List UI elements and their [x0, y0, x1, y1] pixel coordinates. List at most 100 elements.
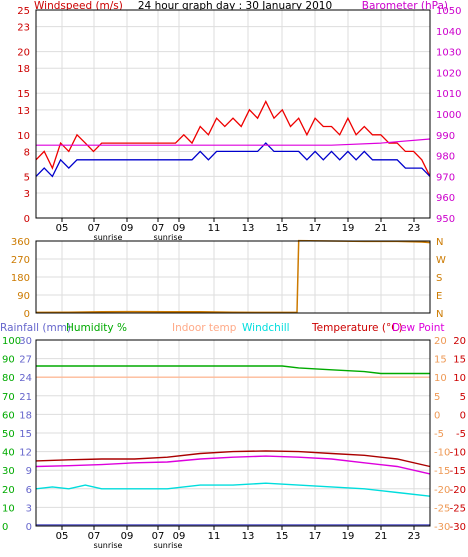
- panel3-indoor-label-4: -10: [434, 448, 450, 459]
- panel3-xtick-label-3: 07: [152, 531, 165, 542]
- panel3-header-1: Humidity %: [66, 322, 127, 334]
- panel1-border: [35, 9, 431, 219]
- panel3-sunrise-label-0: sunrise: [94, 541, 123, 550]
- panel1-xtick-label-4: 09: [173, 223, 186, 234]
- panel3-humidity-label-10: 100: [2, 336, 21, 347]
- panel1-xtick-label-6: 13: [242, 223, 255, 234]
- panel3-rain-label-10: 30: [19, 336, 32, 347]
- panel1-xtick-label-0: 05: [56, 223, 69, 234]
- panel1-xtick-label-2: 09: [121, 223, 134, 234]
- panel3-xtick-label-5: 11: [208, 531, 221, 542]
- panel2-yright-label-1: E: [436, 291, 442, 302]
- panel3-series-2: [35, 450, 431, 468]
- panel3-temp-label-2: -20: [450, 485, 466, 496]
- panel3-indoor-label-3: -15: [434, 466, 450, 477]
- panel3-humidity-label-2: 20: [2, 485, 15, 496]
- panel3-header-3: Windchill: [242, 322, 290, 334]
- panel3-indoor-label-9: 15: [434, 355, 447, 366]
- panel3-xtick-label-10: 21: [375, 531, 388, 542]
- panel1-yleft-label-3: 8: [24, 147, 30, 158]
- panel3-humidity-label-1: 10: [2, 503, 15, 514]
- panel3-indoor-label-8: 10: [434, 373, 447, 384]
- panel3-indoor-label-2: -20: [434, 485, 450, 496]
- panel3-humidity-label-0: 0: [2, 522, 8, 533]
- panel2-yleft-label-1: 90: [17, 291, 30, 302]
- panel3-temp-label-4: -10: [450, 448, 466, 459]
- panel1-header-right: Barometer (hPa): [362, 0, 448, 12]
- panel3-temp-label-10: 20: [453, 336, 466, 347]
- panel3-humidity-label-9: 90: [2, 355, 15, 366]
- panel1-yleft-label-8: 20: [17, 48, 30, 59]
- panel3-temp-label-5: -5: [456, 429, 466, 440]
- panel3-header-2: Indoor temp: [172, 322, 237, 334]
- panel3-humidity-label-4: 40: [2, 448, 15, 459]
- panel1-yright-label-0: 950: [436, 214, 455, 225]
- panel3-xtick-label-4: 09: [173, 531, 186, 542]
- panel1-xtick-label-5: 11: [208, 223, 221, 234]
- panel2-border: [35, 240, 431, 314]
- panel3-temp-label-7: 5: [460, 392, 466, 403]
- panel2-yleft-label-3: 270: [11, 255, 30, 266]
- panel1-yright-label-7: 1020: [436, 68, 461, 79]
- panel1-xtick-label-8: 17: [309, 223, 322, 234]
- panel3-xtick-label-6: 13: [242, 531, 255, 542]
- panel3-series-4: [35, 482, 431, 497]
- panel3-xtick-label-2: 09: [121, 531, 134, 542]
- panel3-temp-label-3: -15: [450, 466, 466, 477]
- panel3-header-0: Rainfall (mm): [0, 322, 71, 334]
- panel3-temp-label-0: -30: [450, 522, 466, 533]
- panel3-temp-label-6: 0: [460, 410, 466, 421]
- panel1-xtick-label-3: 07: [152, 223, 165, 234]
- panel3-humidity-label-7: 70: [2, 392, 15, 403]
- panel1-sunrise-label-1: sunrise: [154, 233, 183, 242]
- panel3-indoor-label-1: -25: [434, 503, 450, 514]
- panel3-border: [35, 339, 431, 527]
- panel2-yright-label-2: S: [436, 273, 442, 284]
- panel2-yright-label-4: N: [436, 237, 443, 248]
- panel2-yleft-label-4: 360: [11, 237, 30, 248]
- panel1-yright-label-4: 990: [436, 131, 455, 142]
- panel1-series-0: [35, 100, 431, 177]
- panel3-series-0: [36, 365, 430, 375]
- panel2-yright-label-3: W: [436, 255, 446, 266]
- panel3-humidity-label-3: 30: [2, 466, 15, 477]
- panel1-xtick-label-7: 15: [276, 223, 289, 234]
- panel1-yleft-label-7: 18: [17, 64, 30, 75]
- panel3-xtick-label-8: 17: [309, 531, 322, 542]
- panel1-yleft-label-4: 10: [17, 131, 30, 142]
- panel1-xtick-label-1: 07: [88, 223, 101, 234]
- panel1-title: 24 hour graph day : 30 January 2010: [138, 0, 332, 12]
- panel3-xtick-label-7: 15: [276, 531, 289, 542]
- panel3-rain-label-1: 3: [26, 503, 32, 514]
- panel3-xtick-label-9: 19: [342, 531, 355, 542]
- panel3-temp-label-8: 10: [453, 373, 466, 384]
- panel3-xtick-label-1: 07: [88, 531, 101, 542]
- panel3-xtick-label-0: 05: [56, 531, 69, 542]
- panel1-xtick-label-10: 21: [375, 223, 388, 234]
- panel3-rain-label-2: 6: [26, 485, 32, 496]
- panel1-yright-label-2: 970: [436, 172, 455, 183]
- panel3-rain-label-6: 18: [19, 410, 32, 421]
- panel3-indoor-label-6: 0: [434, 410, 440, 421]
- panel1-yright-label-8: 1030: [436, 48, 461, 59]
- panel1-yleft-label-5: 13: [17, 106, 30, 117]
- panel1-yright-label-5: 1000: [436, 110, 461, 121]
- panel3-rain-label-7: 21: [19, 392, 32, 403]
- panel1-frame: [35, 9, 431, 219]
- panel1-sunrise-label-0: sunrise: [94, 233, 123, 242]
- panel3-indoor-label-10: 20: [434, 336, 447, 347]
- panel3-rain-label-3: 9: [26, 466, 32, 477]
- panel3-temp-label-1: -25: [450, 503, 466, 514]
- panel3-sunrise-label-1: sunrise: [154, 541, 183, 550]
- panel2-yright-label-0: N: [436, 309, 443, 320]
- panel3-header-4: Temperature (°C): [311, 322, 403, 334]
- panel1-yright-label-9: 1040: [436, 27, 461, 38]
- panel1-xtick-label-11: 23: [408, 223, 421, 234]
- panel1-yleft-label-1: 3: [24, 189, 30, 200]
- panel3-rain-label-8: 24: [19, 373, 32, 384]
- panel1-yright-label-6: 1010: [436, 89, 461, 100]
- panel1-series-1: [35, 142, 431, 178]
- panel3-indoor-label-5: -5: [434, 429, 444, 440]
